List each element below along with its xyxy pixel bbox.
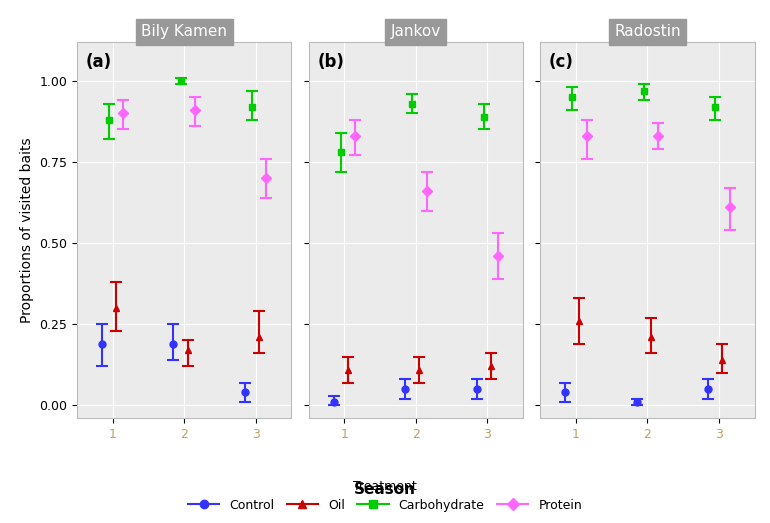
Title: Bily Kamen: Bily Kamen [141,24,227,39]
Text: Season: Season [354,482,416,497]
Text: (b): (b) [317,53,344,71]
Legend: Control, Oil, Carbohydrate, Protein: Control, Oil, Carbohydrate, Protein [183,474,587,517]
Text: (a): (a) [85,53,112,71]
Title: Radostin: Radostin [614,24,681,39]
Text: (c): (c) [549,53,574,71]
Title: Jankov: Jankov [390,24,441,39]
Y-axis label: Proportions of visited baits: Proportions of visited baits [20,138,34,323]
